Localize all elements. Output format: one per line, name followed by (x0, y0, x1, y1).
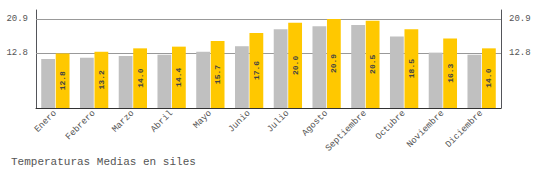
svg-text:12.8: 12.8 (509, 48, 531, 58)
svg-text:Agosto: Agosto (300, 108, 330, 138)
svg-text:Marzo: Marzo (110, 108, 136, 134)
svg-text:15.7: 15.7 (213, 65, 222, 84)
svg-text:Abril: Abril (149, 108, 175, 134)
svg-text:14.0: 14.0 (484, 68, 493, 87)
svg-text:Noviembre: Noviembre (405, 108, 446, 149)
svg-text:Febrero: Febrero (64, 108, 98, 142)
svg-text:Mayo: Mayo (192, 108, 214, 130)
svg-text:Julio: Julio (265, 108, 291, 134)
svg-text:18.5: 18.5 (407, 59, 416, 78)
svg-text:12.8: 12.8 (58, 71, 67, 90)
svg-text:13.2: 13.2 (97, 70, 106, 89)
svg-text:Enero: Enero (33, 108, 59, 134)
svg-text:20.0: 20.0 (291, 56, 300, 75)
svg-text:20.9: 20.9 (329, 54, 338, 73)
svg-text:12.8: 12.8 (6, 48, 28, 58)
svg-text:14.4: 14.4 (174, 68, 183, 87)
svg-text:16.3: 16.3 (446, 63, 455, 82)
svg-text:20.9: 20.9 (6, 14, 28, 24)
svg-text:14.0: 14.0 (136, 68, 145, 87)
svg-text:Junio: Junio (227, 108, 253, 134)
svg-text:Diciembre: Diciembre (444, 108, 485, 149)
svg-text:Septiembre: Septiembre (324, 108, 369, 153)
svg-text:20.9: 20.9 (509, 14, 531, 24)
svg-text:17.6: 17.6 (252, 61, 261, 80)
svg-text:20.5: 20.5 (368, 55, 377, 74)
svg-text:Temperaturas Medias en siles: Temperaturas Medias en siles (11, 156, 196, 168)
svg-text:Octubre: Octubre (374, 108, 408, 142)
